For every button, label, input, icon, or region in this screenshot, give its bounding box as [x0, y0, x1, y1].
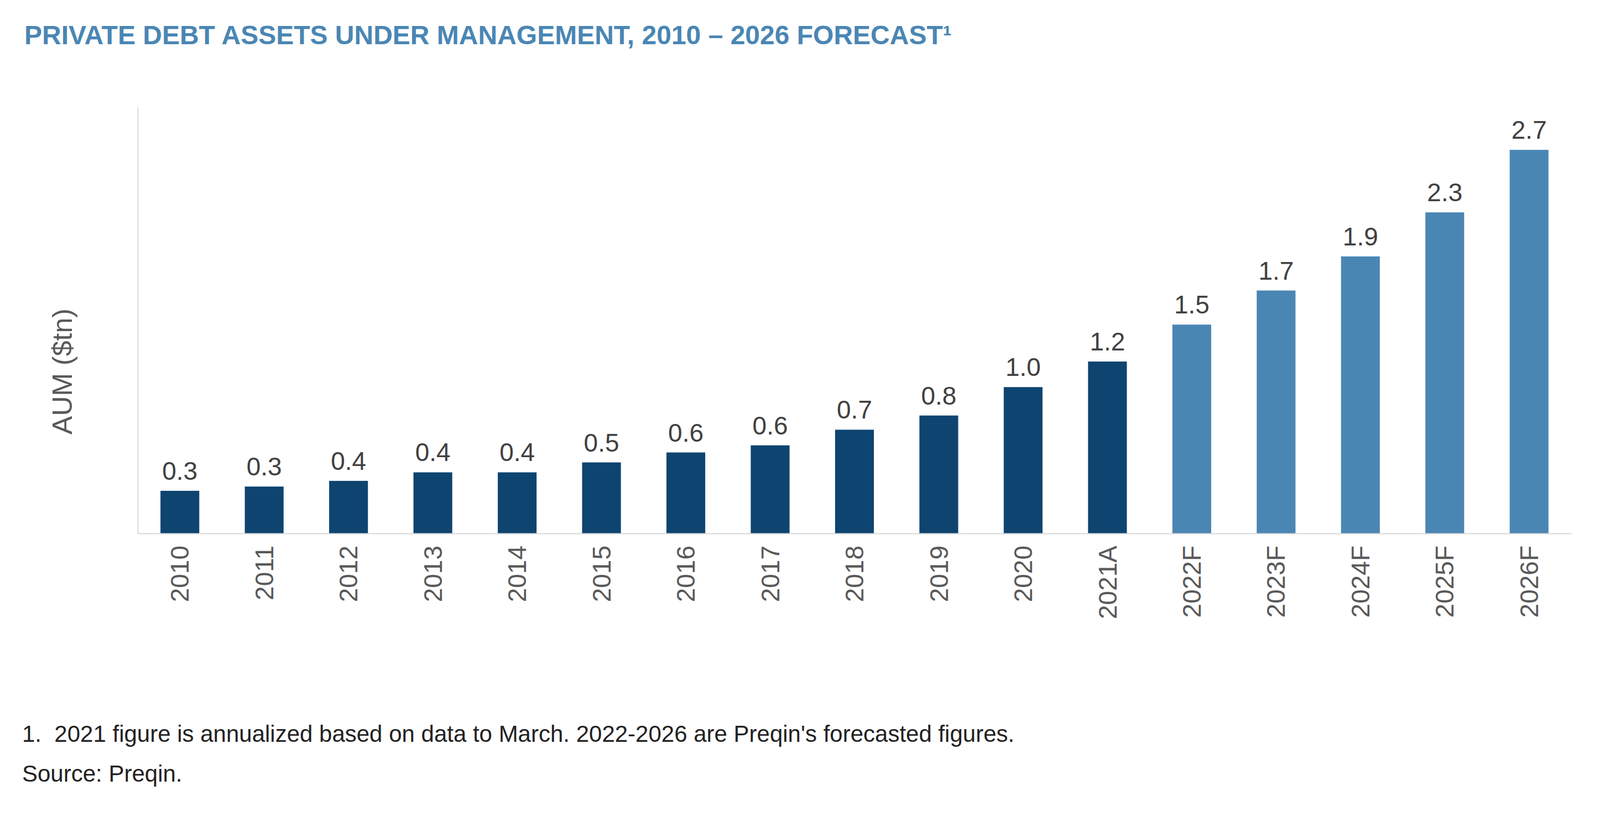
- x-tick-label: 2015: [587, 545, 617, 603]
- footnote: Source: Preqin.: [22, 761, 183, 788]
- x-tick: 2022F: [1177, 533, 1207, 618]
- bar: [1256, 290, 1296, 534]
- data-labels: 0.3 0.3 0.4 0.4 0.4 0.5 0.6 0.6 0.7 0.8 1.0 1.2 1.5 1…: [162, 115, 1547, 486]
- data-label: 0.4: [415, 438, 451, 467]
- bar: [1509, 149, 1549, 534]
- bar: [1341, 256, 1380, 534]
- y-axis: [137, 107, 139, 535]
- x-tick: 2016: [671, 533, 701, 603]
- x-tick-label: 2018: [840, 545, 869, 603]
- bars: [160, 149, 1549, 534]
- x-tick-label: 2022F: [1177, 545, 1207, 618]
- x-tick: 2011: [249, 533, 279, 601]
- x-tick: 2019: [924, 533, 954, 603]
- plot: 0.3 0.3 0.4 0.4 0.4 0.5 0.6 0.6 0.7 0.8 1.0 1.2 1.5 1…: [138, 107, 1572, 620]
- bar: [582, 462, 622, 535]
- bar: [666, 452, 706, 534]
- data-label: 0.3: [162, 456, 198, 486]
- data-label: 2.7: [1511, 115, 1547, 145]
- chart: PRIVATE DEBT ASSETS UNDER MANAGEMENT, 20…: [0, 0, 1600, 817]
- x-tick-label: 2012: [334, 545, 363, 603]
- bar: [919, 415, 958, 534]
- x-tick: 2017: [756, 533, 785, 603]
- x-tick-label: 2014: [502, 545, 532, 603]
- x-tick: 2014: [502, 533, 532, 603]
- x-tick-label: 2024F: [1346, 545, 1375, 618]
- data-label: 2.3: [1426, 178, 1463, 207]
- x-tick-label: 2021A: [1093, 545, 1123, 620]
- data-label: 1.0: [1005, 352, 1041, 382]
- bar: [497, 472, 537, 534]
- data-label: 0.3: [246, 452, 283, 482]
- x-tick-label: 2020: [1008, 545, 1038, 603]
- bar: [1003, 387, 1043, 534]
- data-label: 1.9: [1342, 222, 1379, 252]
- data-label: 0.6: [752, 411, 789, 441]
- data-label: 0.7: [836, 395, 873, 425]
- bar: [1425, 212, 1464, 534]
- data-label: 1.5: [1174, 290, 1210, 320]
- x-tick: 2025F: [1430, 533, 1459, 618]
- bar: [413, 472, 453, 534]
- x-axis: 2010 2011 2012 2013 2014 2015 2016 2017 2018 2019…: [138, 533, 1572, 620]
- bar: [329, 481, 368, 534]
- data-label: 0.6: [668, 418, 704, 448]
- x-tick-label: 2026F: [1514, 545, 1544, 618]
- x-tick: 2026F: [1514, 533, 1544, 618]
- x-tick: 2013: [418, 533, 448, 603]
- footnote: 1. 2021 figure is annualized based on da…: [22, 721, 1015, 748]
- x-tick-label: 2016: [671, 545, 701, 603]
- data-label: 0.8: [920, 381, 957, 411]
- x-tick: 2021A: [1093, 533, 1123, 620]
- x-axis-line: [138, 533, 1572, 535]
- title: PRIVATE DEBT ASSETS UNDER MANAGEMENT, 20…: [24, 20, 952, 50]
- x-tick: 2024F: [1346, 533, 1375, 618]
- data-label: 1.2: [1089, 327, 1125, 357]
- x-tick: 2023F: [1261, 533, 1291, 618]
- x-tick: 2012: [334, 533, 363, 603]
- bar: [1172, 324, 1212, 534]
- bar: [750, 445, 790, 534]
- data-label: 0.4: [499, 438, 535, 467]
- x-tick-label: 2023F: [1261, 545, 1291, 618]
- x-tick: 2020: [1008, 533, 1038, 603]
- bar: [835, 429, 874, 534]
- data-label: 0.4: [330, 446, 367, 476]
- x-tick: 2015: [587, 533, 617, 603]
- bar: [1087, 361, 1127, 534]
- data-label: 0.5: [584, 428, 620, 458]
- data-label: 1.7: [1258, 256, 1294, 286]
- x-tick-label: 2013: [418, 545, 448, 603]
- x-tick: 2010: [165, 533, 195, 603]
- bar: [160, 491, 200, 534]
- y-axis-title: AUM ($tn): [47, 308, 78, 435]
- x-tick-label: 2017: [756, 545, 785, 603]
- x-tick-label: 2010: [165, 545, 195, 603]
- x-tick-label: 2025F: [1430, 545, 1459, 618]
- x-tick: 2018: [840, 533, 869, 603]
- x-tick-label: 2019: [924, 545, 954, 603]
- x-tick-label: 2011: [249, 545, 279, 601]
- bar: [245, 486, 284, 534]
- y-axis-line: [137, 107, 139, 535]
